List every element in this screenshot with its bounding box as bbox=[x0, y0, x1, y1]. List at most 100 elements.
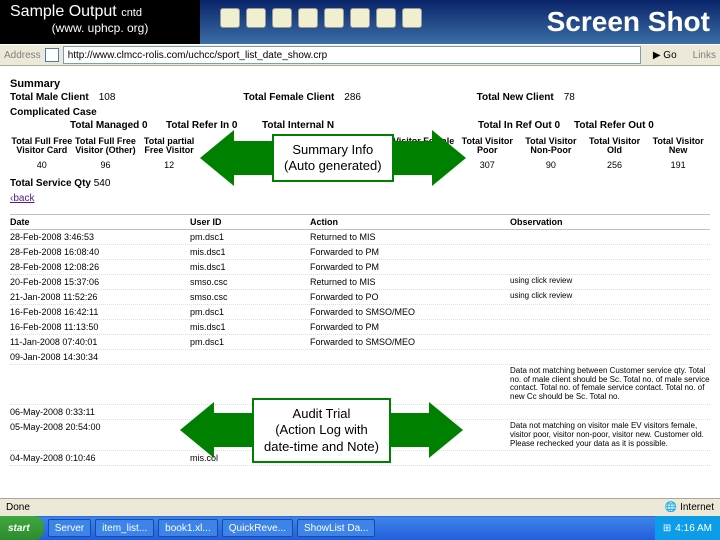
audit-action bbox=[310, 367, 510, 402]
cc-referout: Total Refer Out 0 bbox=[574, 120, 670, 131]
links-label: Links bbox=[693, 50, 716, 61]
audit-observation bbox=[510, 262, 710, 272]
cc-managed: Total Managed 0 bbox=[70, 120, 166, 131]
callout-stem-left bbox=[234, 141, 272, 175]
male-client-label: Total Male Client bbox=[10, 92, 89, 103]
url-input[interactable]: http://www.clmcc-rolis.com/uchcc/sport_l… bbox=[63, 46, 641, 64]
arrow-right-icon bbox=[429, 402, 463, 458]
taskbar-button[interactable]: Server bbox=[48, 519, 91, 537]
taskbar-button[interactable]: ShowList Da... bbox=[297, 519, 375, 537]
val-0: 40 bbox=[10, 158, 74, 172]
audit-row: 09-Jan-2008 14:30:34 bbox=[10, 350, 710, 365]
callout-stem-right bbox=[391, 413, 429, 447]
col-0: Total Full Free Visitor Card bbox=[10, 135, 74, 158]
audit-date: 28-Feb-2008 3:46:53 bbox=[10, 232, 190, 242]
audit-row: 28-Feb-2008 16:08:40mis.dsc1Forwarded to… bbox=[10, 245, 710, 260]
taskbar-button[interactable]: item_list... bbox=[95, 519, 154, 537]
clock: 4:16 AM bbox=[675, 523, 712, 534]
audit-header: Date User ID Action Observation bbox=[10, 215, 710, 230]
male-client-value: 108 bbox=[99, 92, 116, 103]
audit-user: pm.dsc1 bbox=[190, 307, 310, 317]
audit-col-user: User ID bbox=[190, 217, 310, 227]
audit-row: 21-Jan-2008 11:52:26smso.cscForwarded to… bbox=[10, 290, 710, 305]
arrow-right-icon bbox=[432, 130, 466, 186]
messenger-icon[interactable] bbox=[402, 8, 422, 28]
taskbar-button[interactable]: QuickReve... bbox=[222, 519, 293, 537]
audit-date: 11-Jan-2008 07:40:01 bbox=[10, 337, 190, 347]
audit-user bbox=[190, 352, 310, 362]
history-icon[interactable] bbox=[298, 8, 318, 28]
audit-user: smso.csc bbox=[190, 277, 310, 287]
go-button[interactable]: ▶ Go bbox=[647, 50, 683, 61]
col-10: Total Visitor New bbox=[646, 135, 710, 158]
audit-user: smso.csc bbox=[190, 292, 310, 302]
taskbar-button[interactable]: book1.xl... bbox=[158, 519, 218, 537]
audit-date: 28-Feb-2008 16:08:40 bbox=[10, 247, 190, 257]
slide-title-suffix: cntd bbox=[121, 7, 142, 19]
val-8: 90 bbox=[519, 158, 583, 172]
audit-action: Forwarded to SMSO/MEO bbox=[310, 307, 510, 317]
audit-observation: Data not matching between Customer servi… bbox=[510, 367, 710, 402]
taskbar: start Serveritem_list...book1.xl...Quick… bbox=[0, 516, 720, 540]
home-icon[interactable] bbox=[220, 8, 240, 28]
tray-icon[interactable]: ⊞ bbox=[663, 523, 671, 534]
print-icon[interactable] bbox=[350, 8, 370, 28]
audit-action bbox=[310, 352, 510, 362]
audit-user: mis.dsc1 bbox=[190, 262, 310, 272]
audit-user: mis.dsc1 bbox=[190, 247, 310, 257]
audit-row: 20-Feb-2008 15:37:06smso.cscReturned to … bbox=[10, 275, 710, 290]
slide-subtitle: (www. uphcp. org) bbox=[10, 21, 190, 35]
audit-observation: using click review bbox=[510, 277, 710, 287]
audit-action: Returned to MIS bbox=[310, 277, 510, 287]
arrow-left-icon bbox=[180, 402, 214, 458]
window-titlebar: Sample Output cntd (www. uphcp. org) Scr… bbox=[0, 0, 720, 44]
address-bar: Address http://www.clmcc-rolis.com/uchcc… bbox=[0, 44, 720, 66]
favorites-icon[interactable] bbox=[272, 8, 292, 28]
audit-col-date: Date bbox=[10, 217, 190, 227]
female-client-label: Total Female Client bbox=[243, 92, 334, 103]
audit-date: 09-Jan-2008 14:30:34 bbox=[10, 352, 190, 362]
callout-stem-right bbox=[394, 141, 432, 175]
browser-toolbar-icons bbox=[220, 8, 422, 28]
audit-action: Forwarded to PM bbox=[310, 322, 510, 332]
audit-user: pm.dsc1 bbox=[190, 337, 310, 347]
col-2: Total partial Free Visitor bbox=[137, 135, 201, 158]
summary-top-row: Total Male Client 108 Total Female Client… bbox=[10, 92, 710, 103]
audit-user bbox=[190, 367, 310, 402]
audit-observation bbox=[510, 337, 710, 347]
col-9: Total Visitor Old bbox=[583, 135, 647, 158]
search-icon[interactable] bbox=[246, 8, 266, 28]
audit-observation bbox=[510, 453, 710, 463]
start-button[interactable]: start bbox=[0, 516, 44, 540]
slide-title-block: Sample Output cntd (www. uphcp. org) bbox=[0, 0, 200, 44]
audit-col-obs: Observation bbox=[510, 217, 710, 227]
audit-observation bbox=[510, 232, 710, 242]
new-client-value: 78 bbox=[564, 92, 575, 103]
mail-icon[interactable] bbox=[324, 8, 344, 28]
audit-observation: Data not matching on visitor male EV vis… bbox=[510, 422, 710, 448]
status-right: 🌐 Internet bbox=[665, 502, 714, 513]
col-8: Total Visitor Non-Poor bbox=[519, 135, 583, 158]
url-text: http://www.clmcc-rolis.com/uchcc/sport_l… bbox=[68, 50, 328, 61]
ie-page-icon bbox=[45, 48, 59, 62]
callout-summary-text: Summary Info(Auto generated) bbox=[272, 134, 394, 183]
audit-observation bbox=[510, 407, 710, 417]
audit-observation bbox=[510, 352, 710, 362]
val-9: 256 bbox=[583, 158, 647, 172]
val-10: 191 bbox=[646, 158, 710, 172]
audit-row: 11-Jan-2008 07:40:01pm.dsc1Forwarded to … bbox=[10, 335, 710, 350]
summary-heading: Summary bbox=[10, 78, 710, 90]
back-link[interactable]: ‹back bbox=[10, 193, 34, 204]
total-service-value: 540 bbox=[94, 178, 111, 189]
slide-title: Sample Output bbox=[10, 3, 117, 20]
audit-action: Forwarded to PM bbox=[310, 262, 510, 272]
audit-date: 21-Jan-2008 11:52:26 bbox=[10, 292, 190, 302]
audit-action: Forwarded to PO bbox=[310, 292, 510, 302]
audit-action: Returned to MIS bbox=[310, 232, 510, 242]
edit-icon[interactable] bbox=[376, 8, 396, 28]
audit-date: 16-Feb-2008 11:13:50 bbox=[10, 322, 190, 332]
audit-action: Forwarded to PM bbox=[310, 247, 510, 257]
audit-row: 16-Feb-2008 16:42:11pm.dsc1Forwarded to … bbox=[10, 305, 710, 320]
total-service-label: Total Service Qty bbox=[10, 178, 91, 189]
system-tray: ⊞ 4:16 AM bbox=[655, 516, 720, 540]
